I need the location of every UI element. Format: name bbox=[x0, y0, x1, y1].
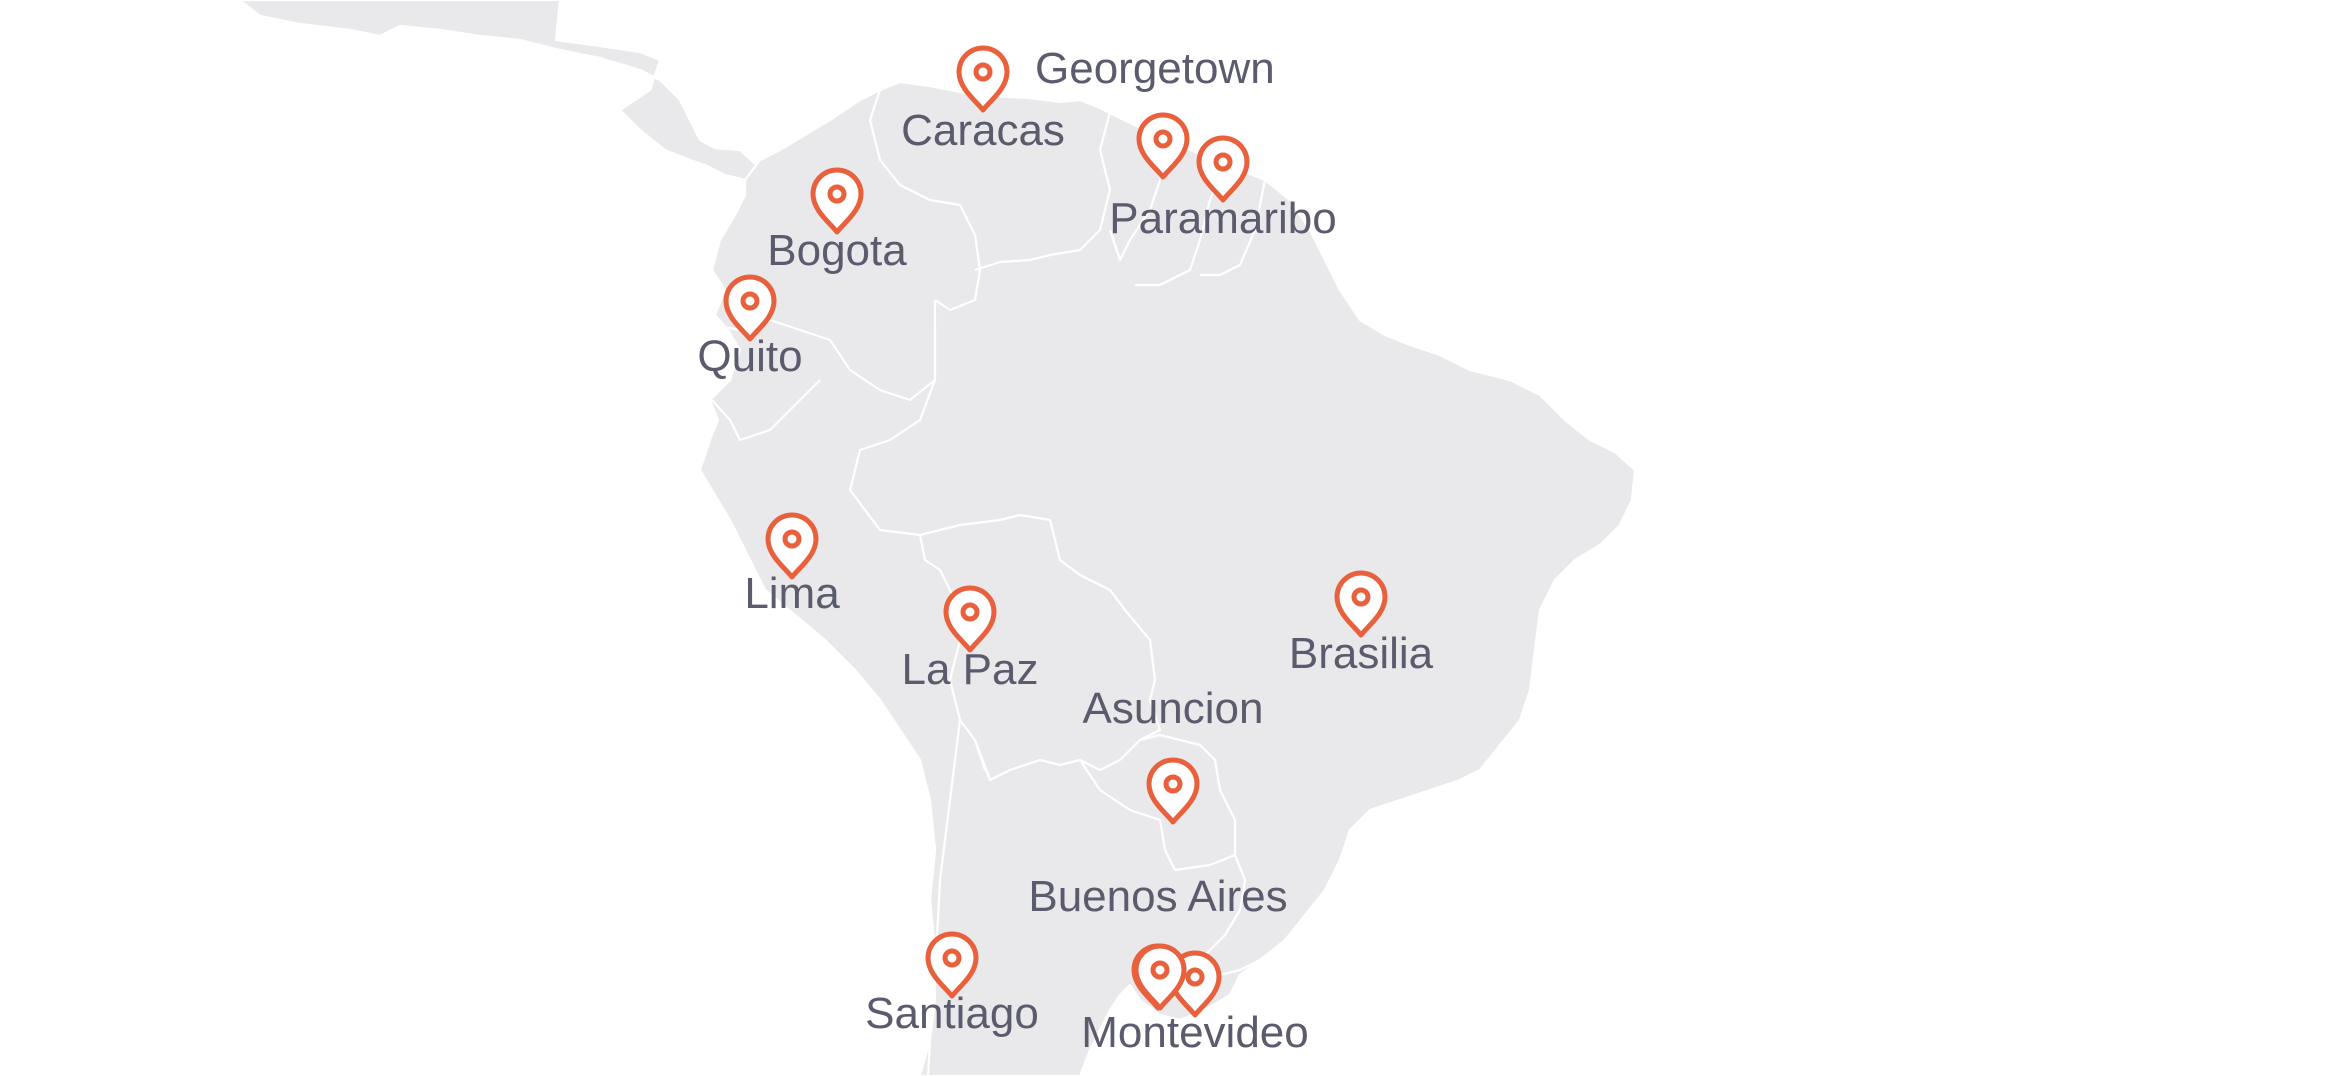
marker-extra[interactable] bbox=[1136, 112, 1190, 180]
border-brazil-argentina bbox=[1199, 854, 1247, 961]
map-pin-dot bbox=[1185, 967, 1205, 987]
map-pin-dot bbox=[1150, 960, 1170, 980]
central-america-land bbox=[238, 0, 762, 182]
marker-lima[interactable] bbox=[765, 512, 819, 580]
marker-extra-2[interactable] bbox=[1133, 943, 1187, 1011]
city-label-paramaribo: Paramaribo bbox=[1109, 194, 1336, 243]
map-pin-dot bbox=[1351, 587, 1371, 607]
label-layer: Georgetown Caracas Paramaribo Bogota Quito Li… bbox=[697, 44, 1433, 1057]
map-pin-dot bbox=[960, 602, 980, 622]
city-label-bogota: Bogota bbox=[767, 226, 907, 275]
city-label-buenos-aires: Buenos Aires bbox=[1028, 872, 1287, 921]
border-chile-argentina bbox=[926, 719, 962, 1076]
border-colombia-venezuela bbox=[868, 89, 982, 312]
city-label-brasilia: Brasilia bbox=[1289, 629, 1434, 678]
map-pin-dot bbox=[1153, 129, 1173, 149]
border-fguiana-brazil bbox=[1200, 179, 1267, 277]
marker-santiago[interactable] bbox=[925, 931, 979, 999]
marker-paramaribo[interactable] bbox=[1196, 135, 1250, 203]
land-layer bbox=[238, 0, 1637, 1076]
border-ecuador-peru bbox=[711, 379, 821, 442]
marker-brasilia[interactable] bbox=[1334, 570, 1388, 638]
map-pin-dot bbox=[1163, 774, 1183, 794]
border-bolivia-brazil bbox=[1019, 513, 1162, 741]
border-suriname-fguiana bbox=[1135, 164, 1227, 287]
map-pin-dot bbox=[1213, 152, 1233, 172]
city-label-caracas: Caracas bbox=[901, 106, 1065, 155]
map-pin-dot bbox=[942, 948, 962, 968]
marker-la-paz[interactable] bbox=[943, 585, 997, 653]
marker-bogota[interactable] bbox=[810, 167, 864, 235]
city-label-santiago: Santiago bbox=[865, 989, 1039, 1038]
border-colombia-brazil bbox=[848, 300, 1021, 537]
city-label-montevideo: Montevideo bbox=[1081, 1008, 1308, 1057]
marker-quito[interactable] bbox=[723, 274, 777, 342]
map-pin-dot bbox=[827, 184, 847, 204]
map-pin-dot bbox=[973, 62, 993, 82]
marker-layer bbox=[723, 45, 1388, 1018]
marker-asuncion[interactable] bbox=[1146, 757, 1200, 825]
marker-georgetown[interactable] bbox=[956, 45, 1010, 113]
border-venezuela-guyana bbox=[974, 111, 1112, 272]
city-label-asuncion: Asuncion bbox=[1082, 684, 1263, 733]
city-label-lima: Lima bbox=[744, 569, 840, 618]
city-label-quito: Quito bbox=[697, 332, 802, 381]
city-label-georgetown: Georgetown bbox=[1035, 44, 1275, 93]
city-label-la-paz: La Paz bbox=[902, 645, 1039, 694]
border-bolivia-argentina bbox=[973, 739, 1121, 782]
map-pin-dot bbox=[782, 529, 802, 549]
map-pin-dot bbox=[740, 291, 760, 311]
